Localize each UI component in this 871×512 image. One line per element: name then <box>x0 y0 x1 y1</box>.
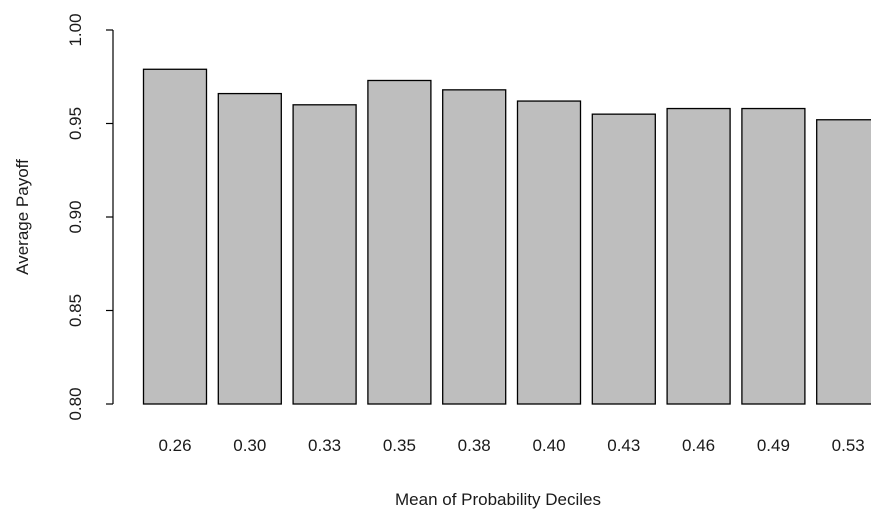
y-tick-label: 1.00 <box>66 13 85 46</box>
bar-0.26 <box>142 68 208 405</box>
x-tick-label: 0.33 <box>308 436 341 455</box>
bar-0.30 <box>217 92 282 405</box>
y-tick-label: 0.85 <box>66 294 85 327</box>
bar-0.35 <box>367 79 432 405</box>
y-tick-label: 0.90 <box>66 200 85 233</box>
x-tick-label: 0.43 <box>607 436 640 455</box>
x-tick-label: 0.26 <box>158 436 191 455</box>
bar-0.38 <box>442 89 507 405</box>
x-tick-label: 0.38 <box>458 436 491 455</box>
y-tick-label: 0.95 <box>66 107 85 140</box>
bar-0.40 <box>516 100 582 405</box>
bar-0.46 <box>666 107 731 405</box>
bar-0.33 <box>292 104 357 405</box>
x-tick-label: 0.49 <box>757 436 790 455</box>
bars-group <box>142 68 871 405</box>
x-tick-label: 0.30 <box>233 436 266 455</box>
x-tick-label: 0.35 <box>383 436 416 455</box>
y-axis-title: Average Payoff <box>13 159 32 275</box>
bar-0.43 <box>591 113 656 405</box>
y-tick-label: 0.80 <box>66 387 85 420</box>
bar-0.53 <box>816 119 871 405</box>
x-axis-title: Mean of Probability Deciles <box>395 490 601 509</box>
y-axis: 0.80 0.85 0.90 0.95 1.00 <box>66 13 114 421</box>
x-tick-label: 0.53 <box>832 436 865 455</box>
x-tick-labels: 0.26 0.30 0.33 0.35 0.38 0.40 0.43 0.46 0.49 0.53 <box>158 436 864 455</box>
x-tick-label: 0.40 <box>532 436 565 455</box>
bar-0.49 <box>741 107 806 405</box>
x-tick-label: 0.46 <box>682 436 715 455</box>
